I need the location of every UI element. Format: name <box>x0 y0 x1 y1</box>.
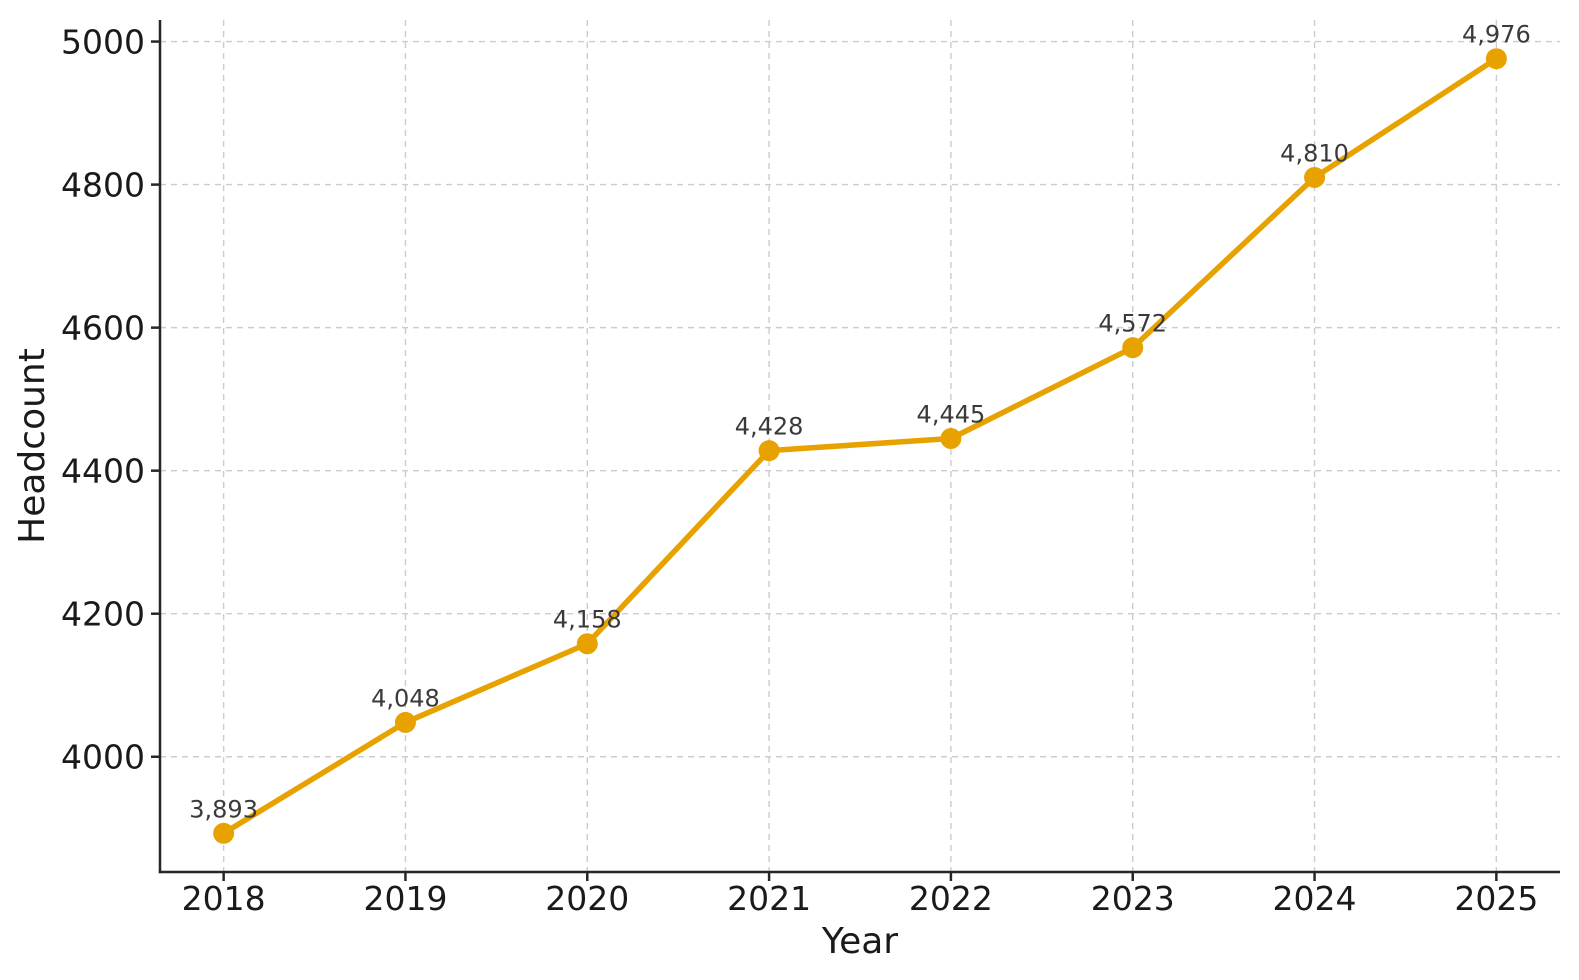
x-axis-tick-label: 2020 <box>545 879 629 918</box>
x-axis-title: Year <box>821 921 898 962</box>
data-point-label: 4,048 <box>371 684 440 712</box>
data-point-marker <box>758 440 780 462</box>
y-axis-tick-label: 4000 <box>61 738 145 777</box>
data-point-label: 4,976 <box>1462 21 1531 49</box>
data-point-marker <box>1122 337 1144 359</box>
x-axis-tick-label: 2025 <box>1454 879 1538 918</box>
x-axis-tick-label: 2018 <box>182 879 266 918</box>
x-axis-tick-label: 2021 <box>727 879 811 918</box>
headcount-trend-line <box>220 55 1500 837</box>
x-axis-tick-label: 2023 <box>1091 879 1175 918</box>
data-point-label: 4,428 <box>735 413 804 441</box>
y-axis-tick-label: 4400 <box>61 452 145 491</box>
y-axis-tick-label: 4200 <box>61 595 145 634</box>
data-point-marker <box>1304 166 1326 188</box>
data-point-label: 4,810 <box>1280 139 1349 167</box>
x-axis-tick-label: 2024 <box>1273 879 1357 918</box>
y-axis-tick-label: 4600 <box>61 309 145 348</box>
data-point-marker <box>940 427 962 449</box>
data-point-marker <box>394 711 416 733</box>
data-point-label: 4,158 <box>553 606 622 634</box>
data-point-marker <box>576 633 598 655</box>
data-point-marker <box>1485 48 1507 70</box>
x-axis-tick-label: 2022 <box>909 879 993 918</box>
y-axis-tick-label: 4800 <box>61 166 145 205</box>
x-axis-tick-label: 2019 <box>363 879 447 918</box>
y-axis-tick-label: 5000 <box>61 23 145 62</box>
data-point-marker <box>213 822 235 844</box>
data-point-label: 4,445 <box>917 400 986 428</box>
y-axis-title: Headcount <box>12 348 53 544</box>
data-point-label: 3,893 <box>189 795 258 823</box>
data-point-label: 4,572 <box>1098 310 1167 338</box>
